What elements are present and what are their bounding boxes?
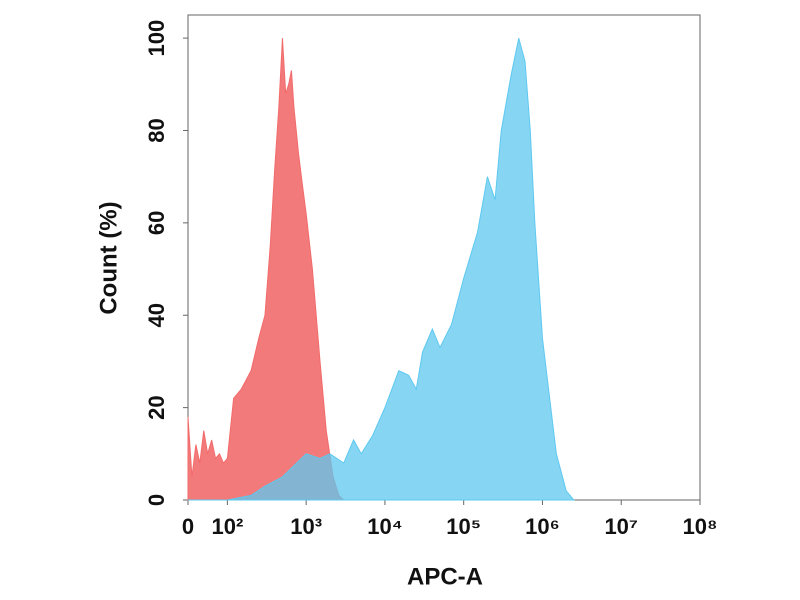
y-tick-label: 40 bbox=[144, 303, 169, 327]
x-axis-title: APC-A bbox=[407, 563, 483, 590]
y-tick-label: 100 bbox=[144, 20, 169, 57]
x-tick-label: 10⁴ bbox=[367, 514, 402, 539]
x-tick-label: 10³ bbox=[290, 514, 322, 539]
x-tick-label: 10⁶ bbox=[525, 514, 560, 539]
x-tick-label: 10² bbox=[211, 514, 243, 539]
histogram-area bbox=[188, 37, 575, 501]
histogram-area bbox=[187, 38, 345, 501]
y-axis-title: Count (%) bbox=[95, 201, 122, 314]
x-tick-label: 0 bbox=[182, 514, 194, 539]
y-tick-label: 20 bbox=[144, 395, 169, 419]
y-tick-label: 60 bbox=[144, 211, 169, 235]
y-tick-label: 0 bbox=[144, 494, 169, 506]
x-tick-label: 10⁸ bbox=[683, 514, 718, 539]
y-tick-label: 80 bbox=[144, 118, 169, 142]
x-tick-label: 10⁷ bbox=[604, 514, 638, 539]
x-tick-label: 10⁵ bbox=[446, 514, 481, 539]
